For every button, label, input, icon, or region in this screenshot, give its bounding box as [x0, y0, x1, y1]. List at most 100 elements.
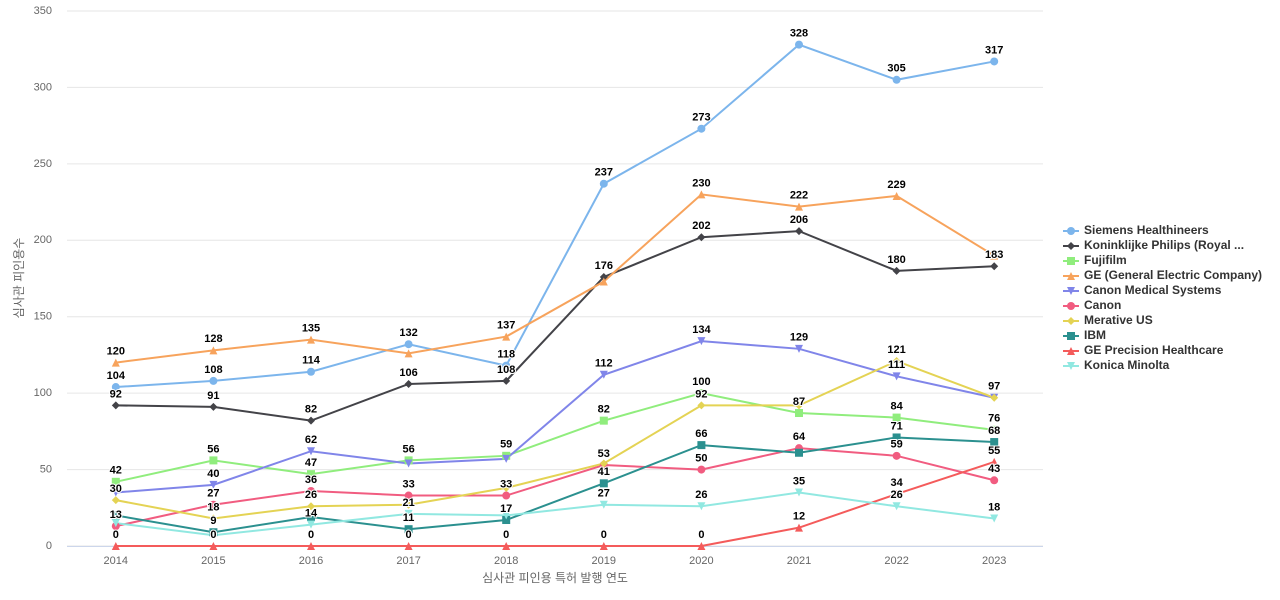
series-line: [115, 460, 995, 547]
data-label: 26: [890, 489, 902, 501]
y-tick-label: 150: [34, 311, 52, 323]
data-label: 36: [305, 474, 317, 486]
marker: [209, 542, 218, 550]
marker: [990, 425, 999, 434]
marker: [795, 344, 803, 353]
data-label: 104: [107, 370, 126, 382]
series-line: [115, 340, 995, 494]
marker: [404, 525, 413, 534]
marker: [404, 340, 413, 349]
data-label: 129: [790, 332, 808, 344]
marker: [599, 479, 608, 488]
x-tick-label: 2017: [396, 555, 420, 567]
data-label: 0: [406, 529, 412, 541]
data-label: 108: [204, 364, 222, 376]
marker: [209, 346, 218, 355]
x-tick-label: 2015: [201, 555, 225, 567]
data-label: 135: [302, 323, 320, 335]
data-label: 0: [503, 529, 509, 541]
marker: [990, 393, 999, 402]
data-label: 87: [793, 396, 805, 408]
marker: [795, 227, 803, 236]
marker: [307, 512, 315, 521]
y-tick-label: 300: [34, 81, 52, 93]
marker: [795, 523, 803, 532]
marker: [795, 401, 803, 410]
marker: [1067, 227, 1075, 235]
marker: [990, 57, 999, 66]
marker: [111, 488, 120, 497]
y-tick-label: 250: [34, 158, 52, 170]
marker: [1067, 317, 1075, 325]
marker: [404, 349, 413, 358]
data-label: 43: [988, 463, 1000, 475]
data-label: 33: [402, 478, 414, 490]
marker: [209, 531, 218, 540]
data-label: 17: [500, 503, 512, 515]
data-label: 18: [207, 501, 219, 513]
data-label: 237: [595, 167, 613, 179]
legend-label: Konica Minolta: [1084, 358, 1170, 372]
marker: [599, 542, 608, 550]
data-label: 82: [598, 404, 610, 416]
legend-label: Canon: [1084, 298, 1121, 312]
series-line: [115, 43, 995, 389]
y-axis-title: 심사관 피인용수: [12, 238, 26, 319]
data-label: 47: [305, 457, 317, 469]
y-tick-label: 0: [46, 540, 52, 552]
marker: [892, 372, 901, 381]
marker: [892, 191, 901, 200]
marker: [209, 456, 218, 465]
marker: [795, 488, 803, 497]
marker: [892, 357, 901, 366]
marker: [990, 514, 999, 523]
data-label: 50: [695, 452, 707, 464]
marker: [892, 266, 901, 275]
marker: [795, 409, 803, 418]
marker: [502, 361, 511, 370]
data-label: 0: [113, 529, 119, 541]
data-label: 84: [890, 401, 903, 413]
data-label: 0: [210, 529, 216, 541]
data-label: 12: [793, 511, 805, 523]
data-label: 121: [887, 344, 905, 356]
data-label: 59: [500, 439, 512, 451]
marker: [599, 272, 608, 281]
data-label: 92: [695, 388, 707, 400]
marker: [1067, 347, 1075, 355]
marker: [1067, 332, 1075, 340]
marker: [697, 401, 706, 410]
data-label: 13: [110, 509, 122, 521]
data-label: 305: [887, 63, 905, 75]
legend-label: Canon Medical Systems: [1084, 283, 1222, 297]
data-label: 64: [793, 431, 806, 443]
data-label: 317: [985, 44, 1003, 56]
y-tick-label: 50: [40, 463, 52, 475]
series-line: [115, 392, 995, 483]
marker: [502, 454, 511, 463]
x-tick-label: 2018: [494, 555, 518, 567]
data-label: 222: [790, 190, 808, 202]
x-tick-label: 2019: [592, 555, 616, 567]
data-label: 9: [210, 515, 216, 527]
data-label: 100: [692, 376, 710, 388]
data-label: 328: [790, 28, 808, 40]
legend-label: GE (General Electric Company): [1084, 268, 1262, 282]
marker: [892, 502, 901, 511]
data-label: 118: [497, 349, 515, 361]
marker: [990, 476, 999, 485]
marker: [892, 451, 901, 460]
marker: [599, 500, 608, 509]
data-label: 30: [110, 483, 122, 495]
marker: [502, 542, 511, 550]
data-label: 180: [887, 254, 905, 266]
marker: [1067, 242, 1075, 250]
marker: [111, 519, 120, 528]
marker: [307, 335, 315, 344]
marker: [502, 483, 511, 492]
marker: [599, 277, 608, 286]
data-label: 0: [698, 529, 704, 541]
data-label: 91: [207, 390, 219, 402]
marker: [209, 376, 218, 385]
marker: [599, 370, 608, 379]
